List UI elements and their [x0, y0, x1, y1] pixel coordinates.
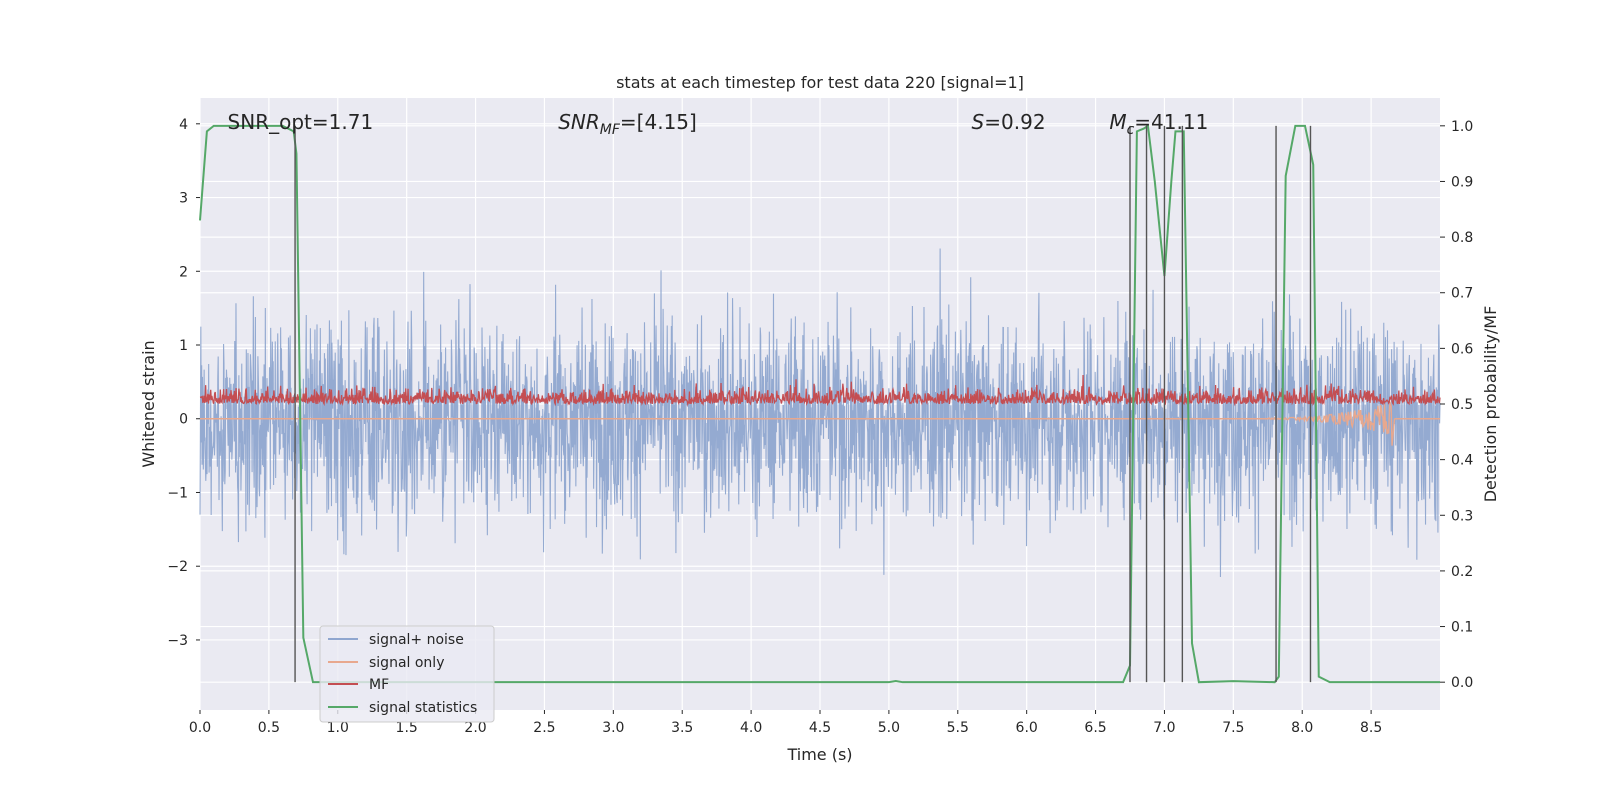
- x-tick-label-11: 5.5: [947, 720, 969, 736]
- series-signal-statistics: [199, 124, 1440, 684]
- y2-tick-label-7: 0.3: [1451, 508, 1473, 524]
- y2-tick-label-10: 0.0: [1451, 675, 1473, 691]
- axis-ticks: 0.0 0.5 1.0 1.5 2.0 2.5 3.0 3.5 4.0 4.5 5.0 5.5 6.0 6…: [167, 117, 1473, 736]
- annotation-1: SNRMF=[4.15]: [558, 110, 697, 138]
- line-signal-statistics: [199, 124, 1440, 684]
- y-tick-label-4: 0: [179, 412, 188, 428]
- x-tick-label-3: 1.5: [396, 720, 418, 736]
- y2-tick-label-0: 1.0: [1451, 119, 1473, 135]
- annotation-2: S=0.92: [972, 110, 1046, 134]
- line-signal-noise: [199, 248, 1441, 578]
- y-axis-title: Whitened strain: [139, 340, 158, 467]
- x-tick-label-0: 0.0: [189, 720, 211, 736]
- x-tick-label-8: 4.0: [740, 720, 762, 736]
- y2-tick-label-8: 0.2: [1451, 564, 1473, 580]
- x-tick-label-2: 1.0: [327, 720, 349, 736]
- y2-tick-label-3: 0.7: [1451, 286, 1473, 302]
- x-tick-label-7: 3.5: [671, 720, 693, 736]
- x-tick-label-9: 4.5: [809, 720, 831, 736]
- series-signal-noise: [199, 248, 1441, 578]
- x-tick-label-6: 3.0: [602, 720, 624, 736]
- y-tick-label-7: −3: [167, 633, 188, 649]
- y2-tick-label-6: 0.4: [1451, 453, 1473, 469]
- y2-axis-title: Detection probability/MF: [1481, 306, 1500, 503]
- y-tick-label-6: −2: [167, 559, 188, 575]
- y2-tick-label-9: 0.1: [1451, 620, 1473, 636]
- annotation-0: SNR_opt=1.71: [228, 110, 374, 134]
- y2-tick-label-4: 0.6: [1451, 341, 1473, 357]
- legend-box: [319, 625, 495, 723]
- y2-tick-label-2: 0.8: [1451, 230, 1473, 246]
- annotations: SNR_opt=1.71 SNRMF=[4.15] S=0.92 Mc=41.11: [228, 110, 1209, 138]
- x-tick-label-17: 8.5: [1360, 720, 1382, 736]
- x-tick-label-10: 5.0: [878, 720, 900, 736]
- x-tick-label-16: 8.0: [1291, 720, 1313, 736]
- x-axis-title: Time (s): [786, 745, 852, 764]
- y-tick-label-1: 3: [179, 191, 188, 207]
- y2-tick-label-1: 0.9: [1451, 174, 1473, 190]
- x-tick-label-15: 7.5: [1222, 720, 1244, 736]
- x-tick-label-14: 7.0: [1153, 720, 1175, 736]
- x-tick-label-5: 2.5: [533, 720, 555, 736]
- y-tick-label-5: −1: [167, 485, 188, 501]
- x-tick-label-12: 6.0: [1016, 720, 1038, 736]
- line-mf: [199, 374, 1441, 407]
- x-tick-label-4: 2.0: [464, 720, 486, 736]
- legend: signal+ noise signal only MF signal stat…: [319, 625, 495, 723]
- x-tick-label-1: 0.5: [258, 720, 280, 736]
- x-tick-label-13: 6.5: [1084, 720, 1106, 736]
- chart-title: stats at each timestep for test data 220…: [616, 73, 1024, 92]
- y2-tick-label-5: 0.5: [1451, 397, 1473, 413]
- annotation-3: Mc=41.11: [1109, 110, 1208, 138]
- legend-label-mf: MF: [369, 677, 389, 693]
- legend-label-signal-statistics: signal statistics: [369, 700, 477, 716]
- series-signal-only: [200, 401, 1440, 446]
- legend-label-signal-only: signal only: [369, 655, 444, 671]
- line-signal-only: [200, 401, 1440, 446]
- legend-label-signal-noise: signal+ noise: [369, 632, 464, 648]
- series-mf: [199, 374, 1441, 407]
- vertical-markers: [294, 125, 1312, 683]
- y-tick-label-2: 2: [179, 264, 188, 280]
- y-tick-label-3: 1: [179, 338, 188, 354]
- y-tick-label-0: 4: [179, 117, 188, 133]
